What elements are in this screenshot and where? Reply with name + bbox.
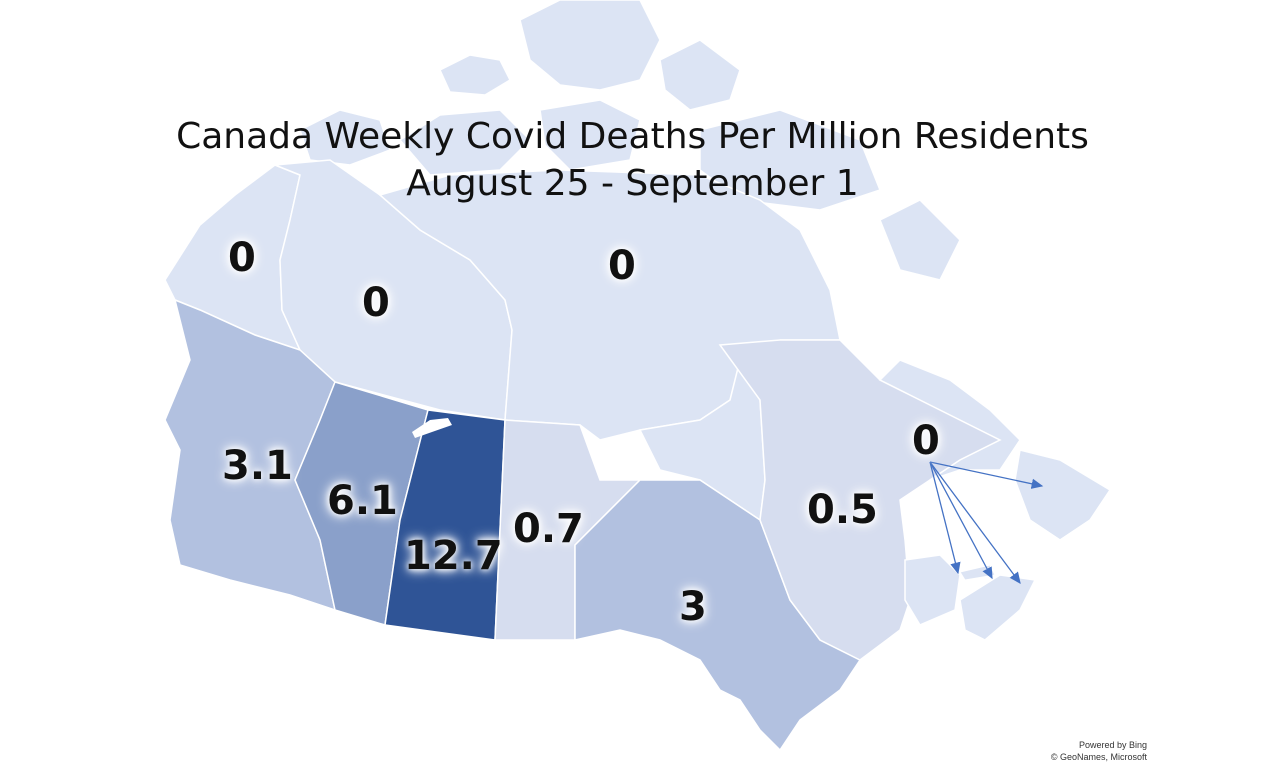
map-title-line2: August 25 - September 1 (406, 163, 859, 204)
atlantic-arrows (929, 461, 1044, 585)
atlantic-arrow-3 (929, 461, 993, 580)
region-new-brunswick (904, 554, 961, 626)
region-labrador (878, 359, 1021, 481)
lake-athabasca (412, 418, 452, 438)
label-quebec: 0.5 (807, 487, 878, 533)
region-ontario (574, 479, 862, 752)
label-yukon: 0 (228, 235, 256, 281)
label-manitoba: 0.7 (513, 506, 584, 552)
atlantic-arrow-1 (929, 461, 1044, 489)
attribution-powered-by: Powered by Bing (1078, 740, 1147, 750)
label-northwest-territories: 0 (362, 280, 390, 326)
label-ontario: 3 (679, 584, 707, 630)
label-british-columbia: 3.1 (222, 443, 293, 489)
map-title-line1: Canada Weekly Covid Deaths Per Million R… (176, 116, 1089, 157)
label-atlantic: 0 (912, 418, 940, 464)
region-nova-scotia (959, 574, 1037, 641)
arctic-islands (299, 0, 961, 281)
label-nunavut: 0 (608, 243, 636, 289)
region-newfoundland (1014, 449, 1112, 541)
label-saskatchewan: 12.7 (404, 533, 503, 579)
label-alberta: 6.1 (327, 478, 398, 524)
attribution-copyright: © GeoNames, Microsoft (1050, 752, 1147, 762)
region-saskatchewan (384, 409, 506, 641)
atlantic-arrow-4 (929, 461, 1021, 585)
atlantic-arrow-2 (929, 461, 961, 575)
